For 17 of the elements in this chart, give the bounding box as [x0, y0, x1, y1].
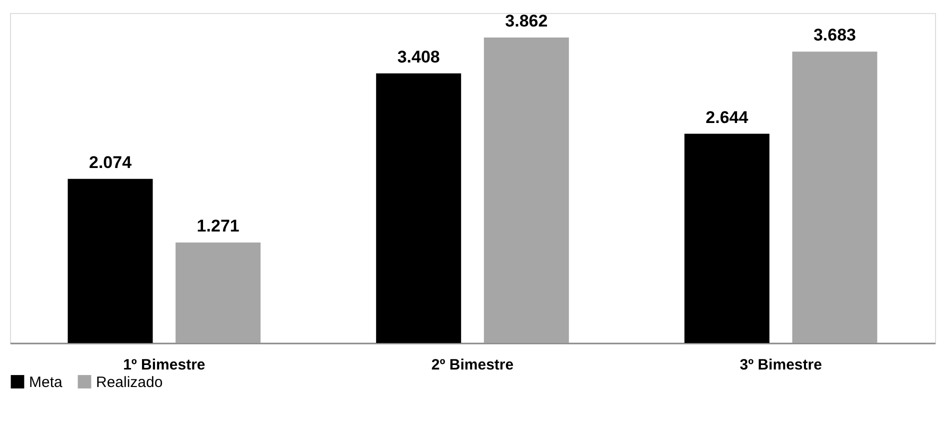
data-label: 3.683: [813, 26, 856, 45]
bar: [376, 73, 462, 343]
bar: [176, 242, 261, 343]
legend-label: Meta: [29, 374, 64, 391]
bar: [484, 37, 569, 343]
data-label: 2.644: [706, 108, 749, 127]
data-label: 3.408: [397, 47, 440, 66]
bar: [792, 52, 878, 343]
bar: [684, 134, 770, 343]
x-tick-label: 3º Bimestre: [740, 356, 822, 374]
data-label: 2.074: [88, 152, 132, 172]
data-label: 1.271: [196, 216, 240, 236]
x-tick-label: 2º Bimestre: [431, 356, 514, 374]
x-tick-label: 1º Bimestre: [123, 356, 206, 374]
data-label: 3.862: [505, 11, 548, 30]
bar: [68, 178, 153, 343]
legend-label: Realizado: [96, 374, 163, 391]
